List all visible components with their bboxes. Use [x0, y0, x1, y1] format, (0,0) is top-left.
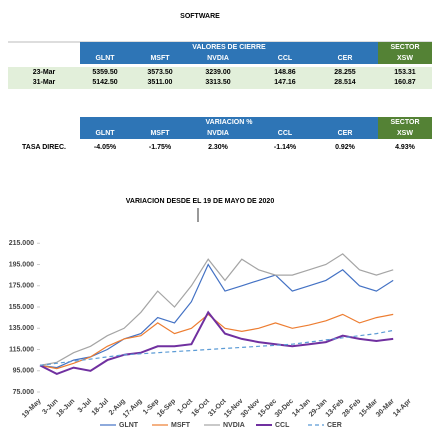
legend-label: CCL — [275, 422, 290, 429]
cell: 28.255 — [334, 69, 356, 76]
group-header: VALORES DE CIERRE — [192, 44, 266, 51]
column-header: MSFT — [150, 55, 170, 62]
cell: 5359.50 — [92, 69, 117, 76]
y-tick-label: 135.000 — [9, 325, 34, 332]
cell: TASA DIREC. — [22, 144, 66, 151]
column-header: XSW — [397, 55, 413, 62]
y-tick-label: 195.000 — [9, 261, 34, 268]
row-band — [8, 67, 432, 89]
y-tick-label: 115.000 — [9, 346, 34, 353]
cell: 0.92% — [335, 144, 356, 151]
cell: 4.93% — [395, 144, 416, 151]
sector-header: SECTOR — [390, 44, 419, 51]
chart-title: VARIACION DESDE EL 19 DE MAYO DE 2020 — [126, 198, 275, 205]
y-tick-label: 155.000 — [9, 304, 34, 311]
column-header: CER — [338, 55, 353, 62]
series-line — [39, 263, 394, 369]
cell: -1.14% — [274, 144, 297, 151]
column-header: CCL — [278, 130, 293, 137]
cell: 3573.50 — [147, 69, 172, 76]
legend-label: MSFT — [171, 422, 191, 429]
legend-label: NVDIA — [223, 422, 245, 429]
column-header: MSFT — [150, 130, 170, 137]
y-tick-label: 75.000 — [13, 389, 35, 396]
series-line — [39, 329, 394, 366]
column-header: NVDIA — [207, 130, 229, 137]
legend-label: CER — [327, 422, 342, 429]
y-tick-label: 95.000 — [13, 368, 35, 375]
cell: 23-Mar — [33, 69, 56, 76]
sector-band — [378, 117, 432, 139]
cell: 147.16 — [274, 79, 296, 86]
cell: 28.514 — [334, 79, 356, 86]
cell: 2.30% — [208, 144, 229, 151]
cell: 3313.50 — [205, 79, 230, 86]
cell: 3511.00 — [148, 79, 173, 86]
legend-label: GLNT — [119, 422, 139, 429]
column-header: XSW — [397, 130, 413, 137]
sector-band — [378, 42, 432, 64]
page-title: SOFTWARE — [180, 13, 220, 20]
cell: -1.75% — [149, 144, 172, 151]
header-band — [80, 42, 378, 64]
cell: 148.86 — [274, 69, 296, 76]
column-header: GLNT — [95, 130, 115, 137]
column-header: CCL — [278, 55, 293, 62]
header-band — [80, 117, 378, 139]
column-header: GLNT — [95, 55, 115, 62]
cell: 31-Mar — [33, 79, 56, 86]
cell: 160.87 — [394, 79, 416, 86]
series-line — [39, 253, 394, 366]
cell: 3239.00 — [205, 69, 230, 76]
group-header: VARIACION % — [206, 119, 254, 126]
column-header: NVDIA — [207, 55, 229, 62]
cell: 5142.50 — [92, 79, 117, 86]
cell: 153.31 — [394, 69, 416, 76]
column-header: CER — [338, 130, 353, 137]
sector-header: SECTOR — [390, 119, 419, 126]
y-tick-label: 215.000 — [9, 240, 34, 247]
cell: -4.05% — [94, 144, 117, 151]
y-tick-label: 175.000 — [9, 283, 34, 290]
